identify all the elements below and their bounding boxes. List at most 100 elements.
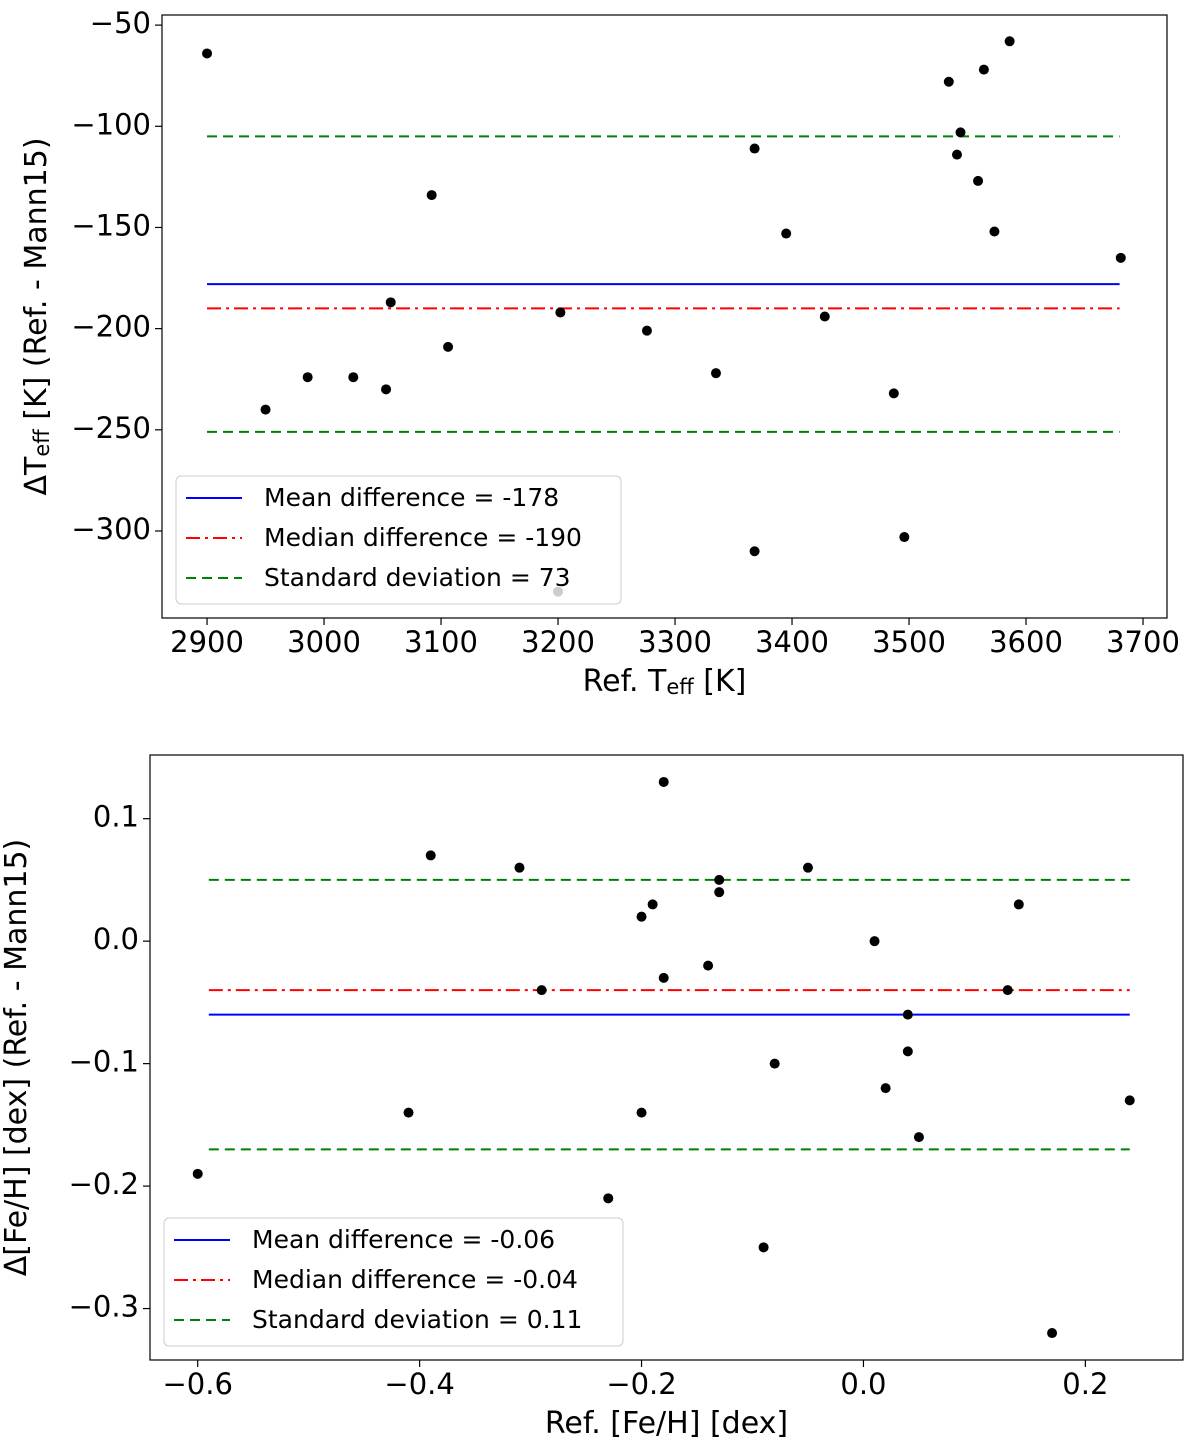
legend-text: Mean difference = -0.06 [252,1225,555,1254]
x-tick-label: 3200 [521,625,595,659]
legend-text: Standard deviation = 73 [264,563,571,592]
data-point [1047,1328,1058,1339]
x-axis-label: Ref. [Fe/H] [dex] [545,1406,788,1441]
data-point [1004,36,1015,47]
x-tick-label: 2900 [170,625,244,659]
data-point [381,384,392,395]
data-point [902,1046,913,1057]
legend-box [175,475,622,605]
data-point [426,190,437,201]
data-point [202,48,213,59]
data-point [658,776,669,787]
data-point [802,862,813,873]
data-point [603,1193,614,1204]
data-point [425,850,436,861]
x-tick-label: 3500 [872,625,946,659]
y-axis-label-part: [K] (Ref. - Mann15) [19,137,54,429]
data-point [555,307,566,318]
data-point [749,143,760,154]
data-point [514,862,525,873]
y-tick-label: −150 [71,208,151,242]
data-point [888,388,899,399]
plot-frame [161,14,1168,619]
y-axis-label: ΔTeff [K] (Ref. - Mann15) [19,137,55,495]
y-tick-label: −300 [71,512,151,546]
data-point [403,1107,414,1118]
data-point [1115,252,1126,263]
y-axis-label-part: eff [30,429,54,457]
legend-text: Mean difference = -178 [264,483,559,512]
data-point [769,1058,780,1069]
y-tick-label: −100 [71,107,151,141]
x-tick-label: 3700 [1106,625,1180,659]
x-tick-label: 3300 [638,625,712,659]
data-point [260,404,271,415]
data-point [714,874,725,885]
data-point [880,1083,891,1094]
y-tick-label: −0.1 [69,1045,139,1079]
data-point [710,368,721,379]
x-tick-label: −0.4 [384,1367,454,1401]
data-point [943,76,954,87]
legend-text: Standard deviation = 0.11 [252,1305,582,1334]
x-tick-label: 0.2 [1062,1367,1108,1401]
data-point [869,936,880,947]
x-axis-label-part: eff [666,675,694,699]
data-point [302,372,313,383]
x-tick-label: −0.2 [606,1367,676,1401]
y-tick-label: −250 [71,411,151,445]
y-tick-label: −50 [90,6,151,40]
y-axis-label: Δ[Fe/H] [dex] (Ref. - Mann15) [0,839,34,1277]
data-point [749,546,760,557]
x-tick-label: 3400 [755,625,829,659]
data-point [647,899,658,910]
data-point [443,341,454,352]
data-point [899,532,910,543]
data-point [1002,985,1013,996]
data-point [951,149,962,160]
x-tick-label: 3100 [404,625,478,659]
data-point [641,325,652,336]
x-axis-label-part: [K] [694,664,747,699]
data-point [758,1242,769,1253]
x-axis-label: Ref. Teff [K] [583,664,747,700]
data-point [348,372,359,383]
data-point [636,911,647,922]
y-tick-label: −200 [71,310,151,344]
data-point [819,311,830,322]
x-tick-label: 3000 [287,625,361,659]
x-axis-label-part: Ref. T [583,664,667,699]
legend-text: Median difference = -190 [264,523,582,552]
legend-box [163,1217,624,1347]
x-tick-label: 3600 [989,625,1063,659]
data-point [955,127,966,138]
y-tick-label: 0.1 [93,800,139,834]
data-point [1013,899,1024,910]
data-point [989,226,1000,237]
y-axis-label-part: ΔT [19,456,54,496]
data-point [192,1168,203,1179]
plot-frame [149,754,1184,1361]
data-point [973,175,984,186]
y-tick-label: −0.2 [69,1167,139,1201]
data-point [781,228,792,239]
data-point [385,297,396,308]
data-point [636,1107,647,1118]
data-point [1124,1095,1135,1106]
data-point [913,1132,924,1143]
x-axis-label-part: Ref. [Fe/H] [dex] [545,1406,788,1441]
data-point [902,1009,913,1020]
y-axis-label-part: Δ[Fe/H] [dex] (Ref. - Mann15) [0,839,34,1277]
data-point [703,960,714,971]
line-extent [208,878,1130,1151]
data-point [658,972,669,983]
x-tick-label: −0.6 [163,1367,233,1401]
line-extent [207,135,1120,433]
data-point [978,64,989,75]
y-tick-label: 0.0 [93,922,139,956]
data-point [714,887,725,898]
legend-text: Median difference = -0.04 [252,1265,578,1294]
data-point [536,985,547,996]
